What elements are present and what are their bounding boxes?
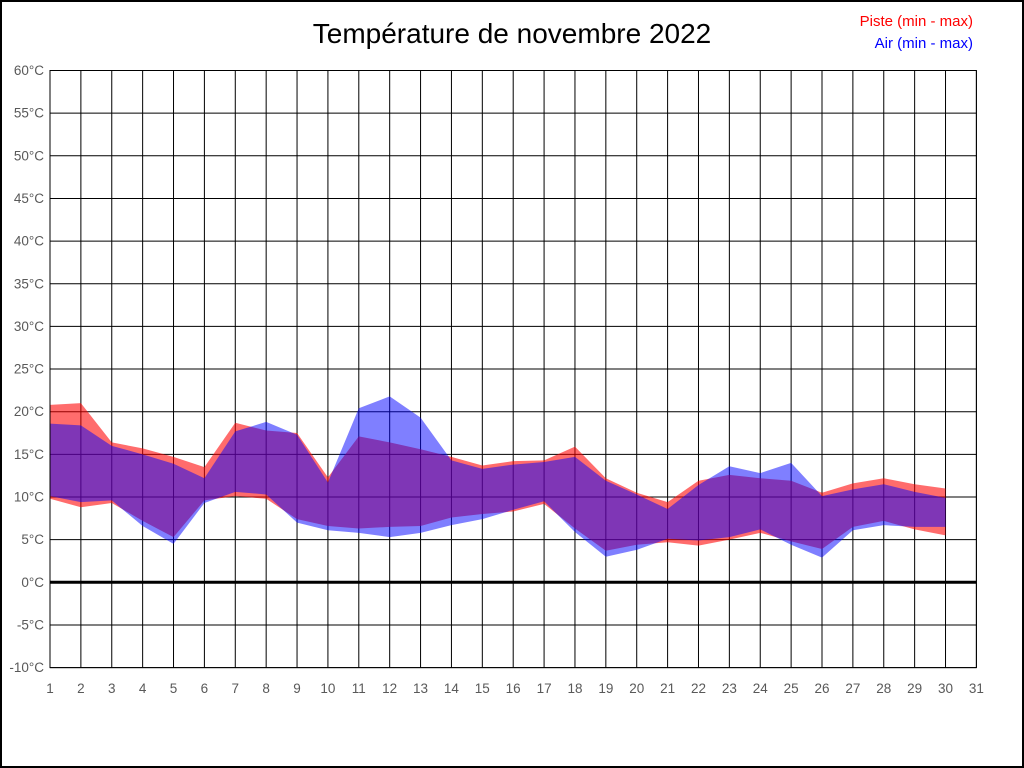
air-band: [50, 396, 946, 558]
y-tick-label: 30°C: [14, 319, 44, 334]
y-tick-label: 25°C: [14, 362, 44, 377]
x-tick-label: 27: [845, 681, 860, 696]
x-tick-label: 6: [201, 681, 209, 696]
x-tick-label: 26: [814, 681, 829, 696]
x-tick-label: 30: [938, 681, 953, 696]
y-tick-label: 0°C: [21, 575, 44, 590]
y-tick-label: -10°C: [9, 660, 44, 675]
chart-legend: Piste (min - max) Air (min - max): [860, 11, 973, 55]
y-tick-label: 60°C: [14, 63, 44, 78]
x-tick-label: 22: [691, 681, 706, 696]
plot-border: [49, 70, 977, 669]
x-tick-label: 29: [907, 681, 922, 696]
x-tick-label: 28: [876, 681, 891, 696]
x-tick-label: 31: [969, 681, 984, 696]
y-tick-label: 55°C: [14, 106, 44, 121]
x-tick-label: 17: [537, 681, 552, 696]
x-tick-label: 13: [413, 681, 428, 696]
x-tick-label: 4: [139, 681, 147, 696]
x-tick-label: 11: [352, 681, 366, 696]
x-tick-label: 16: [506, 681, 521, 696]
legend-item-air: Air (min - max): [874, 35, 973, 52]
y-tick-label: 40°C: [14, 234, 44, 249]
x-tick-label: 1: [46, 681, 54, 696]
y-tick-label: 10°C: [14, 490, 44, 505]
y-tick-label: 5°C: [21, 532, 44, 547]
legend-item-piste: Piste (min - max): [859, 13, 973, 30]
x-tick-label: 21: [660, 681, 675, 696]
x-tick-label: 5: [170, 681, 178, 696]
x-tick-label: 18: [567, 681, 582, 696]
y-tick-label: 20°C: [14, 404, 44, 419]
y-tick-label: 35°C: [14, 276, 44, 291]
x-tick-label: 15: [475, 681, 490, 696]
y-tick-label: -5°C: [17, 617, 44, 632]
x-tick-label: 9: [293, 681, 301, 696]
x-tick-label: 10: [320, 681, 335, 696]
y-tick-label: 45°C: [14, 191, 44, 206]
x-tick-label: 8: [262, 681, 270, 696]
x-tick-label: 14: [444, 681, 460, 696]
x-tick-label: 25: [784, 681, 799, 696]
x-tick-label: 24: [753, 681, 769, 696]
y-tick-label: 15°C: [14, 447, 44, 462]
x-tick-label: 19: [598, 681, 613, 696]
x-tick-label: 23: [722, 681, 737, 696]
x-tick-label: 12: [382, 681, 397, 696]
x-tick-label: 3: [108, 681, 116, 696]
x-tick-label: 7: [232, 681, 240, 696]
x-tick-label: 2: [77, 681, 85, 696]
chart-title: Température de novembre 2022: [312, 18, 712, 49]
x-tick-label: 20: [629, 681, 644, 696]
y-tick-label: 50°C: [14, 148, 44, 163]
